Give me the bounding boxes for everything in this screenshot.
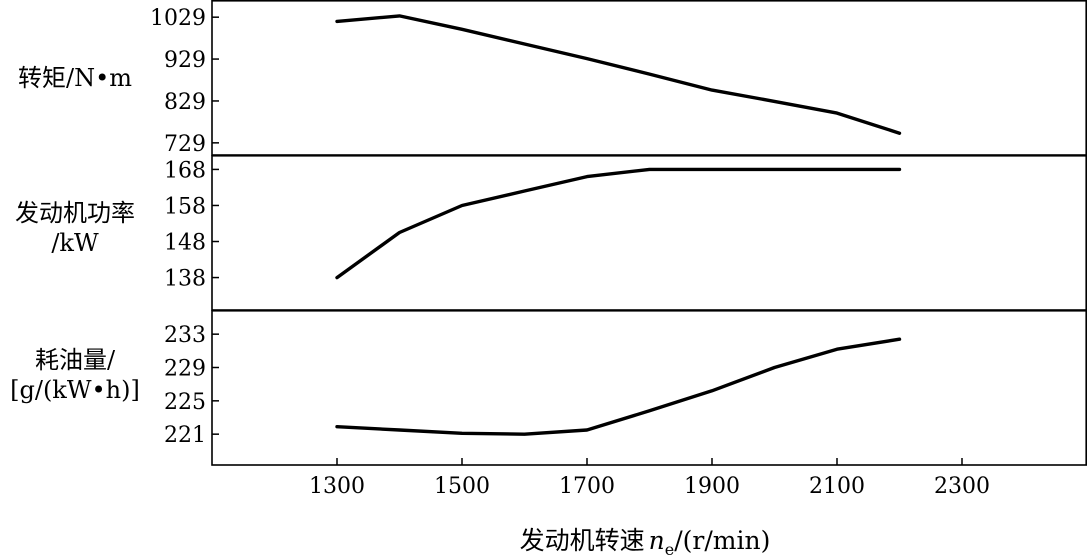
y-tick-label: 148 [164,231,206,256]
y-axis-label: 发动机功率 [15,199,135,227]
y-tick-label: 168 [164,158,206,183]
y-tick-label: 729 [164,132,206,157]
y-axis-label: /kW [51,229,99,257]
y-tick-label: 233 [164,323,206,348]
y-axis-label: 耗油量/ [35,346,116,374]
x-tick-label: 2100 [809,474,865,499]
panel-frame [211,0,1088,156]
x-tick-label: 1900 [684,474,740,499]
series-line [335,14,902,135]
y-tick-label: 929 [164,48,206,73]
x-axis-label: 发动机转速 ne/(r/min) [520,526,771,556]
y-axis-label: [g/(kW•h)] [10,376,140,404]
panel-frame [211,309,1088,466]
y-tick-label: 158 [164,194,206,219]
y-tick-label: 138 [164,267,206,292]
x-tick-label: 1300 [309,474,365,499]
x-axis: 1300 1500 1700 1900 2100 2300 [309,458,990,499]
y-tick-label: 1029 [150,6,206,31]
x-axis-label-var: n [649,526,665,555]
top-panel: 1029 929 829 729 转矩/N•m [18,0,1088,157]
y-tick-label: 225 [164,390,206,415]
panel-frame [211,155,1088,311]
bottom-panel: 233 229 225 221 耗油量/[g/(kW•h)] [10,309,1088,466]
x-tick-label: 1500 [434,474,490,499]
x-axis-label-unit: /(r/min) [674,526,770,555]
y-axis-label: 转矩/N•m [18,64,132,92]
y-tick-label: 229 [164,357,206,382]
middle-panel: 168 158 148 138 发动机功率/kW [15,155,1088,311]
series-line [335,337,902,436]
y-tick-label: 221 [164,423,206,448]
x-tick-label: 2300 [934,474,990,499]
x-axis-label-main: 发动机转速 [520,526,645,555]
series-line [335,167,902,280]
x-axis-label-sub: e [665,540,674,556]
x-tick-label: 1700 [559,474,615,499]
y-tick-label: 829 [164,90,206,115]
